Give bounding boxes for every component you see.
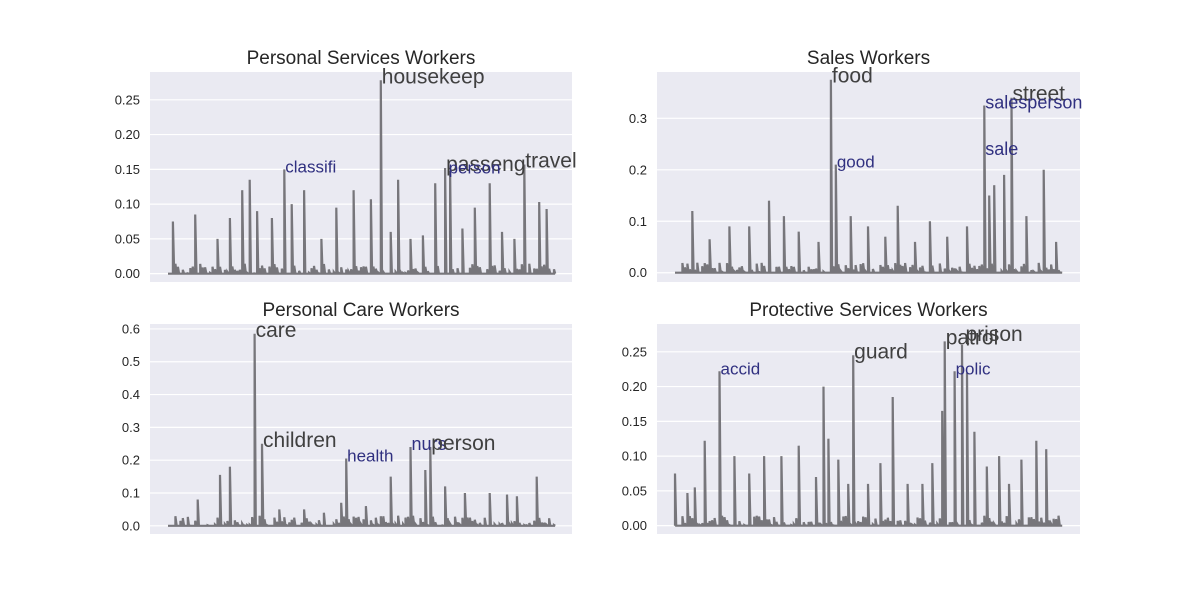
annotation-label: person [431,432,495,455]
annotation-label: nurs [411,434,446,454]
y-tick-label: 0.00 [115,266,140,281]
annotation-label: prison [966,323,1023,346]
annotation-label: good [837,153,875,172]
annotation-label: housekeep [382,65,485,88]
plot-background [150,72,572,282]
y-tick-label: 0.2 [122,453,140,468]
annotation-label: salesperson [985,92,1082,112]
y-tick-label: 0.10 [622,449,647,464]
y-tick-label: 0.5 [122,354,140,369]
y-tick-label: 0.25 [115,92,140,107]
annotation-label: guard [854,340,908,363]
y-tick-label: 0.0 [122,518,140,533]
chart-panel-1: 0.00 0.05 0.10 0.15 0.20 0.25 Personal Service… [115,48,577,282]
y-tick-label: 0.1 [629,214,647,229]
plot-background [150,324,572,534]
annotation-label: polic [956,359,991,378]
y-tick-label: 0.4 [122,387,140,402]
annotation-label: patrol [946,326,999,349]
annotation-label: sale [985,139,1018,159]
chart-panel-4: 0.00 0.05 0.10 0.15 0.20 0.25 Protective Servi… [622,300,1080,534]
y-tick-label: 0.6 [122,321,140,336]
y-tick-label: 0.25 [622,344,647,359]
series-line [168,333,556,527]
y-tick-label: 0.0 [629,265,647,280]
y-tick-label: 0.15 [115,162,140,177]
annotation-label: children [263,429,337,452]
y-tick-label: 0.3 [122,420,140,435]
annotation-label: person [449,159,501,178]
annotation-label: travel [525,149,576,172]
y-tick-label: 0.1 [122,485,140,500]
annotation-label: street [1013,83,1066,106]
annotation-label: passeng [446,153,525,176]
series-line [675,79,1063,274]
chart-panel-3: 0.0 0.1 0.2 0.3 0.4 0.5 0.6 Personal Care Worke… [122,300,572,534]
y-tick-label: 0.00 [622,518,647,533]
y-tick-label: 0.05 [622,483,647,498]
annotation-label: care [256,319,297,342]
y-tick-label: 0.20 [622,379,647,394]
chart-title: Sales Workers [807,48,930,69]
chart-title: Protective Services Workers [749,300,987,321]
y-tick-label: 0.10 [115,197,140,212]
annotation-label: classifi [285,157,336,176]
y-tick-label: 0.15 [622,414,647,429]
annotation-label: health [347,447,393,466]
annotation-label: food [832,65,873,88]
y-tick-label: 0.05 [115,231,140,246]
series-line [673,341,1063,527]
annotation-label: accid [721,359,761,378]
y-tick-label: 0.3 [629,111,647,126]
y-tick-label: 0.20 [115,127,140,142]
chart-title: Personal Services Workers [247,48,476,69]
y-tick-label: 0.2 [629,162,647,177]
chart-title: Personal Care Workers [262,300,459,321]
series-line [168,80,557,275]
